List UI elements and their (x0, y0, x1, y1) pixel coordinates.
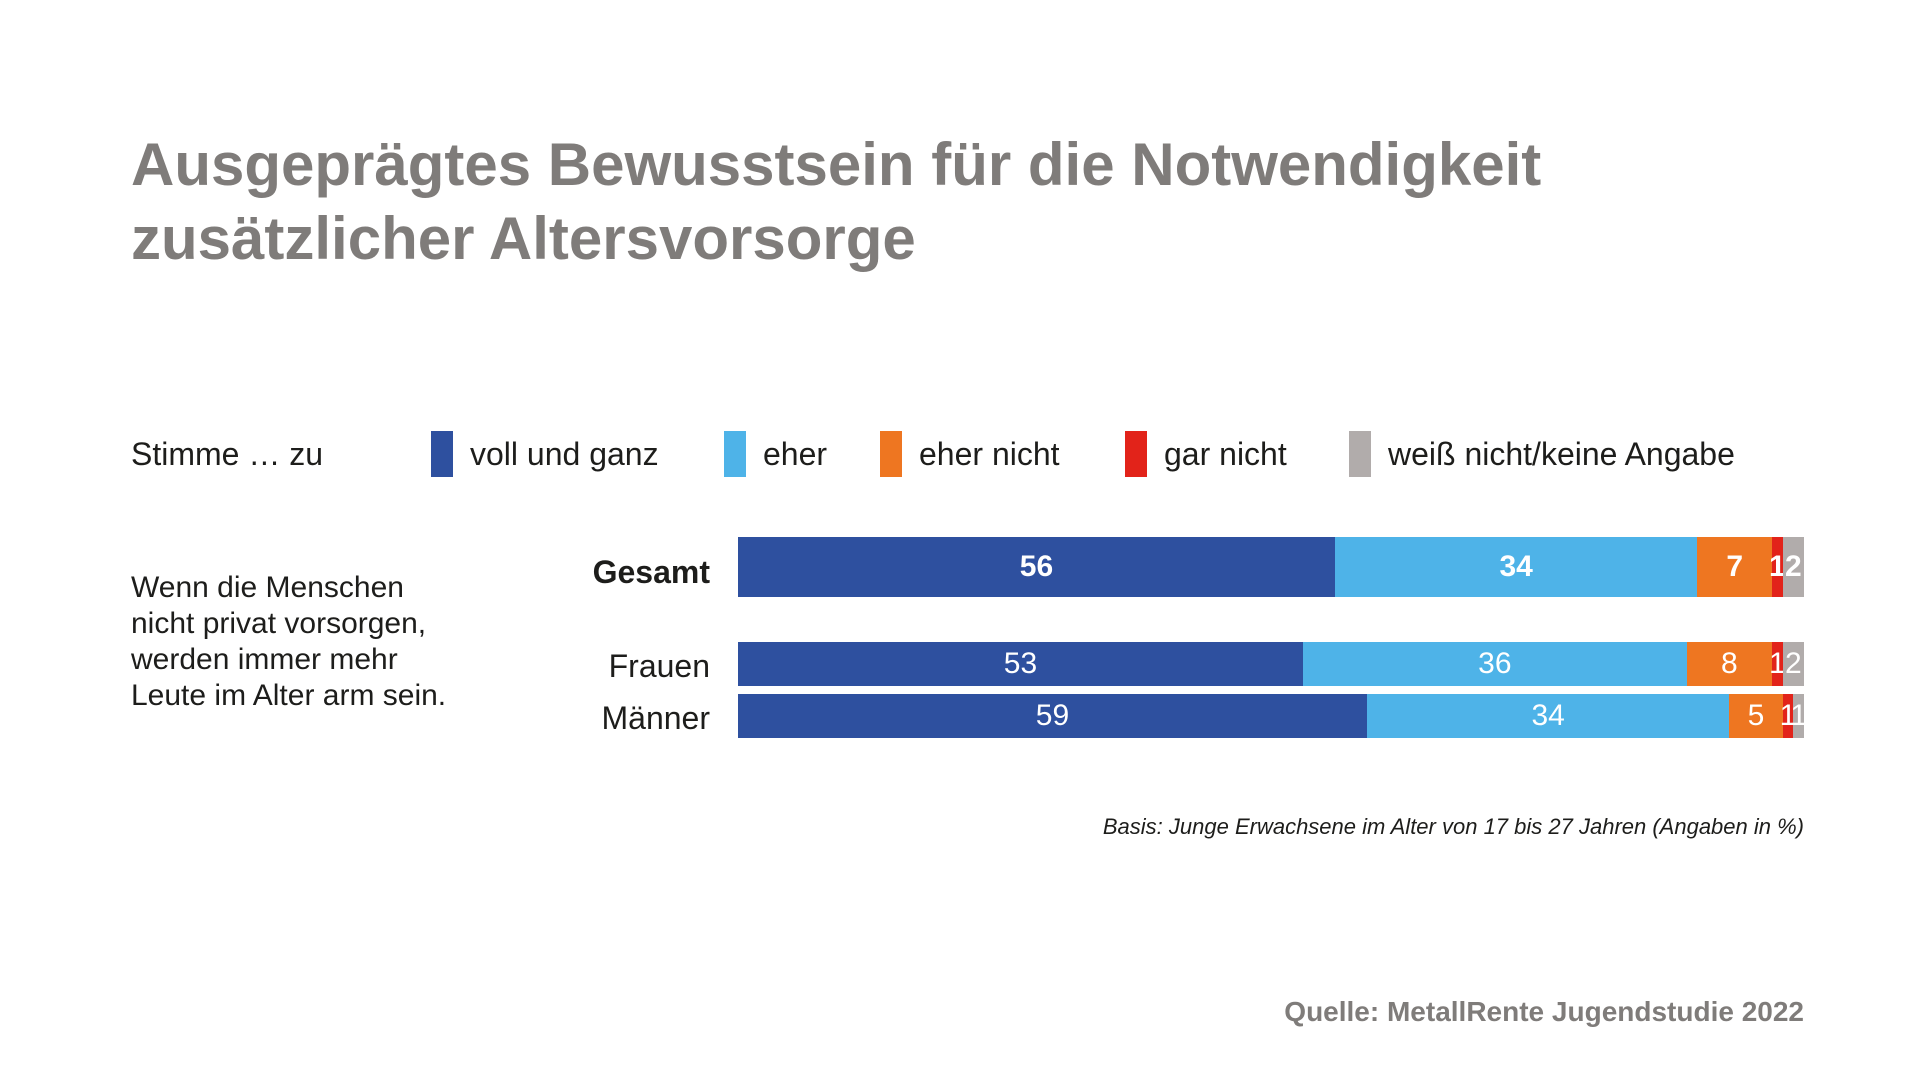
bar-segment-frauen-eher-nicht: 8 (1686, 642, 1772, 686)
data-label-frauen-gar-nicht: 1 (1769, 647, 1786, 680)
chart-title: Ausgeprägtes Bewusstsein für die Notwend… (131, 128, 1831, 276)
legend-item-weiss-nicht: weiß nicht/keine Angabe (1349, 430, 1735, 478)
statement-line-2: nicht privat vorsorgen, (131, 607, 427, 640)
chart-title-line-1: Ausgeprägtes Bewusstsein für die Notwend… (131, 131, 1542, 198)
bar-segment-gesamt-eher-nicht: 7 (1697, 537, 1772, 597)
legend-text-weiss-nicht: weiß nicht/keine Angabe (1388, 436, 1735, 472)
bar-segment-gesamt-weiss-nicht: 2 (1782, 537, 1804, 597)
bar-segment-maenner-eher: 34 (1366, 694, 1730, 738)
legend-swatch-voll-und-ganz (431, 431, 453, 477)
statement-line-4: Leute im Alter arm sein. (131, 679, 447, 712)
bar-maenner: 59 34 5 1 1 (738, 694, 1807, 738)
data-label-gesamt-eher-nicht: 7 (1726, 550, 1744, 583)
data-label-frauen-voll-und-ganz: 53 (1003, 647, 1038, 680)
data-label-frauen-weiss-nicht: 2 (1784, 647, 1802, 680)
data-label-frauen-eher-nicht: 8 (1721, 647, 1738, 680)
bar-segment-gesamt-gar-nicht: 1 (1769, 537, 1786, 597)
data-label-gesamt-gar-nicht: 1 (1769, 550, 1786, 583)
bar-segment-maenner-eher-nicht: 5 (1729, 694, 1783, 738)
bar-segment-frauen-voll-und-ganz: 53 (738, 642, 1303, 686)
legend-text-voll-und-ganz: voll und ganz (470, 436, 659, 472)
bar-segment-maenner-gar-nicht: 1 (1779, 694, 1797, 738)
bar-segment-maenner-weiss-nicht: 1 (1790, 694, 1807, 738)
data-label-gesamt-weiss-nicht: 2 (1784, 550, 1802, 583)
legend: Stimme … zu voll und ganz eher eher nich… (0, 430, 1920, 482)
data-label-maenner-gar-nicht: 1 (1779, 699, 1797, 732)
data-label-frauen-eher: 36 (1478, 647, 1512, 680)
source-note: Quelle: MetallRente Jugendstudie 2022 (1284, 996, 1804, 1027)
basis-note: Basis: Junge Erwachsene im Alter von 17 … (1102, 814, 1804, 839)
bar-segment-frauen-eher: 36 (1302, 642, 1687, 686)
bar-segment-frauen-weiss-nicht: 2 (1782, 642, 1804, 686)
legend-item-gar-nicht: gar nicht (1125, 430, 1287, 478)
bar-gesamt: 56 34 7 1 2 (738, 537, 1804, 597)
legend-text-eher: eher (763, 436, 828, 472)
row-label-maenner: Männer (601, 700, 711, 736)
legend-swatch-eher (724, 431, 746, 477)
data-label-maenner-weiss-nicht: 1 (1790, 699, 1807, 732)
data-label-gesamt-eher: 34 (1499, 550, 1533, 583)
bar-segment-gesamt-eher: 34 (1334, 537, 1698, 597)
data-label-maenner-eher-nicht: 5 (1747, 699, 1765, 732)
legend-text-gar-nicht: gar nicht (1164, 436, 1287, 472)
chart-title-line-2: zusätzlicher Altersvorsorge (131, 205, 916, 272)
row-label-frauen: Frauen (608, 648, 710, 684)
bar-segment-gesamt-voll-und-ganz: 56 (738, 537, 1335, 597)
statement-text: Wenn die Menschen nicht privat vorsorgen… (131, 570, 531, 714)
legend-swatch-weiss-nicht (1349, 431, 1371, 477)
bar-segment-frauen-gar-nicht: 1 (1769, 642, 1786, 686)
bar-segment-maenner-voll-und-ganz: 59 (738, 694, 1367, 738)
legend-swatch-gar-nicht (1125, 431, 1147, 477)
legend-item-eher: eher (724, 430, 827, 478)
data-label-maenner-eher: 34 (1531, 699, 1565, 732)
legend-label: Stimme … zu (131, 436, 324, 472)
legend-swatch-eher-nicht (880, 431, 902, 477)
legend-item-eher-nicht: eher nicht (880, 430, 1060, 478)
statement-line-1: Wenn die Menschen (131, 571, 404, 604)
legend-text-eher-nicht: eher nicht (919, 436, 1060, 472)
data-label-gesamt-voll-und-ganz: 56 (1019, 550, 1054, 583)
statement-line-3: werden immer mehr (131, 643, 398, 676)
bar-frauen: 53 36 8 1 2 (738, 642, 1804, 686)
row-label-gesamt: Gesamt (592, 554, 710, 590)
data-label-maenner-voll-und-ganz: 59 (1035, 699, 1070, 732)
legend-item-voll-und-ganz: voll und ganz (431, 430, 659, 478)
